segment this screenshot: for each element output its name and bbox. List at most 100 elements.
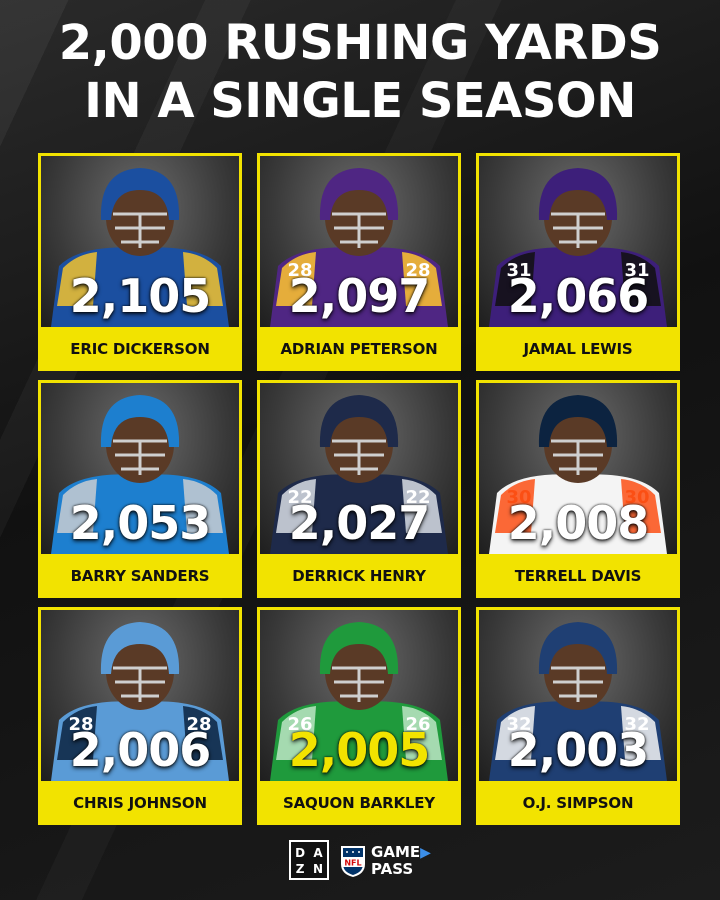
jersey-number: 22 — [287, 487, 312, 508]
helmet-icon — [538, 395, 618, 447]
player-name: CHRIS JOHNSON — [73, 794, 207, 812]
player-photo: 32 32 2,003 — [479, 610, 677, 781]
jersey-number: 28 — [186, 714, 211, 735]
player-name: DERRICK HENRY — [292, 567, 426, 585]
title-line-2: IN A SINGLE SEASON — [84, 73, 636, 129]
player-name: SAQUON BARKLEY — [283, 794, 435, 812]
jersey-number: 28 — [405, 260, 430, 281]
rushing-yards: 2,027 — [288, 496, 431, 550]
nfl-game-pass-logo: NFL GAME▶ PASS — [339, 842, 431, 878]
shoulder-pad-left — [495, 252, 535, 306]
player-photo: 31 31 2,066 — [479, 156, 677, 327]
shoulder-pad-right — [621, 479, 661, 533]
jersey-number: 28 — [287, 260, 312, 281]
dazn-letter: N — [313, 861, 324, 876]
shoulder-pad-left — [276, 479, 316, 533]
facemask-icon — [113, 212, 167, 248]
helmet-icon — [319, 622, 399, 674]
rushing-yards: 2,105 — [69, 269, 212, 323]
jersey-number: 28 — [68, 714, 93, 735]
helmet-icon — [319, 168, 399, 220]
helmet-icon — [319, 395, 399, 447]
player-photo: 2,105 — [41, 156, 239, 327]
player-name: ADRIAN PETERSON — [280, 340, 438, 358]
shoulder-pad-left — [57, 252, 97, 306]
shoulder-pad-right — [402, 706, 442, 760]
facemask-icon — [113, 666, 167, 702]
dazn-letter: A — [313, 846, 323, 860]
player-name: JAMAL LEWIS — [523, 340, 633, 358]
dazn-letter: D — [295, 846, 306, 860]
player-photo: 22 22 2,027 — [260, 383, 458, 554]
game-word: GAME — [371, 842, 421, 861]
shoulder-pad-right — [402, 479, 442, 533]
facemask-icon — [551, 212, 605, 248]
facemask-icon — [332, 439, 386, 475]
rushing-yards: 2,053 — [69, 496, 212, 550]
player-card: 2,053 BARRY SANDERS — [38, 380, 242, 598]
helmet-icon — [538, 168, 618, 220]
helmet-icon — [538, 622, 618, 674]
helmet-icon — [100, 168, 180, 220]
facemask-icon — [332, 212, 386, 248]
player-grid: 2,105 ERIC DICKERSON 28 28 2,097 ADRIAN PETER… — [38, 153, 680, 825]
player-card: 26 26 2,005 SAQUON BARKLEY — [257, 607, 461, 825]
player-card: 31 31 2,066 JAMAL LEWIS — [476, 153, 680, 371]
rushing-yards: 2,097 — [288, 269, 431, 323]
dazn-logo: D A Z N — [289, 840, 330, 880]
shoulder-pad-right — [183, 252, 223, 306]
player-figure: 22 22 — [270, 395, 448, 554]
jersey-number: 32 — [506, 714, 531, 735]
jersey-number: 31 — [506, 260, 531, 281]
player-photo: 30 30 2,008 — [479, 383, 677, 554]
rushing-yards: 2,005 — [288, 723, 431, 777]
shoulder-pad-left — [57, 479, 97, 533]
facemask-icon — [332, 666, 386, 702]
player-card: 22 22 2,027 DERRICK HENRY — [257, 380, 461, 598]
facemask-icon — [113, 439, 167, 475]
player-name: ERIC DICKERSON — [70, 340, 210, 358]
player-name: O.J. SIMPSON — [522, 794, 634, 812]
page-title: 2,000 RUSHING YARDS IN A SINGLE SEASON — [0, 14, 720, 130]
jersey-number: 26 — [405, 714, 430, 735]
sponsor-logos: D A Z N NFL GAME▶ PASS — [0, 838, 720, 882]
player-figure: 28 28 — [270, 168, 448, 327]
player-card: 30 30 2,008 TERRELL DAVIS — [476, 380, 680, 598]
player-figure: 26 26 — [270, 622, 448, 781]
player-figure: 28 28 — [51, 622, 229, 781]
jersey-number: 26 — [287, 714, 312, 735]
player-card: 28 28 2,097 ADRIAN PETERSON — [257, 153, 461, 371]
player-figure: 30 30 — [489, 395, 667, 554]
player-figure: 31 31 — [489, 168, 667, 327]
title-line-1: 2,000 RUSHING YARDS — [58, 15, 662, 71]
helmet-icon — [100, 622, 180, 674]
pass-word: PASS — [371, 859, 414, 878]
jersey-number: 22 — [405, 487, 430, 508]
player-photo: 26 26 2,005 — [260, 610, 458, 781]
shoulder-pad-left — [276, 252, 316, 306]
facemask-icon — [551, 439, 605, 475]
jersey-number: 30 — [506, 487, 531, 508]
jersey-number: 30 — [624, 487, 649, 508]
rushing-yards: 2,008 — [507, 496, 650, 550]
shoulder-pad-left — [276, 706, 316, 760]
player-photo: 28 28 2,097 — [260, 156, 458, 327]
player-card: 2,105 ERIC DICKERSON — [38, 153, 242, 371]
nfl-shield-icon: NFL — [341, 846, 366, 877]
jersey-number: 32 — [624, 714, 649, 735]
arrow-icon: ▶ — [420, 844, 431, 861]
rushing-yards: 2,003 — [507, 723, 650, 777]
player-figure — [51, 395, 229, 554]
player-name: BARRY SANDERS — [70, 567, 210, 585]
shoulder-pad-left — [57, 706, 97, 760]
player-figure — [51, 168, 229, 327]
facemask-icon — [551, 666, 605, 702]
shoulder-pad-right — [621, 706, 661, 760]
shoulder-pad-right — [183, 479, 223, 533]
jersey-number: 31 — [624, 260, 649, 281]
shoulder-pad-right — [621, 252, 661, 306]
player-card: 32 32 2,003 O.J. SIMPSON — [476, 607, 680, 825]
shoulder-pad-left — [495, 706, 535, 760]
player-name: TERRELL DAVIS — [514, 567, 642, 585]
dazn-letter: Z — [295, 861, 305, 876]
